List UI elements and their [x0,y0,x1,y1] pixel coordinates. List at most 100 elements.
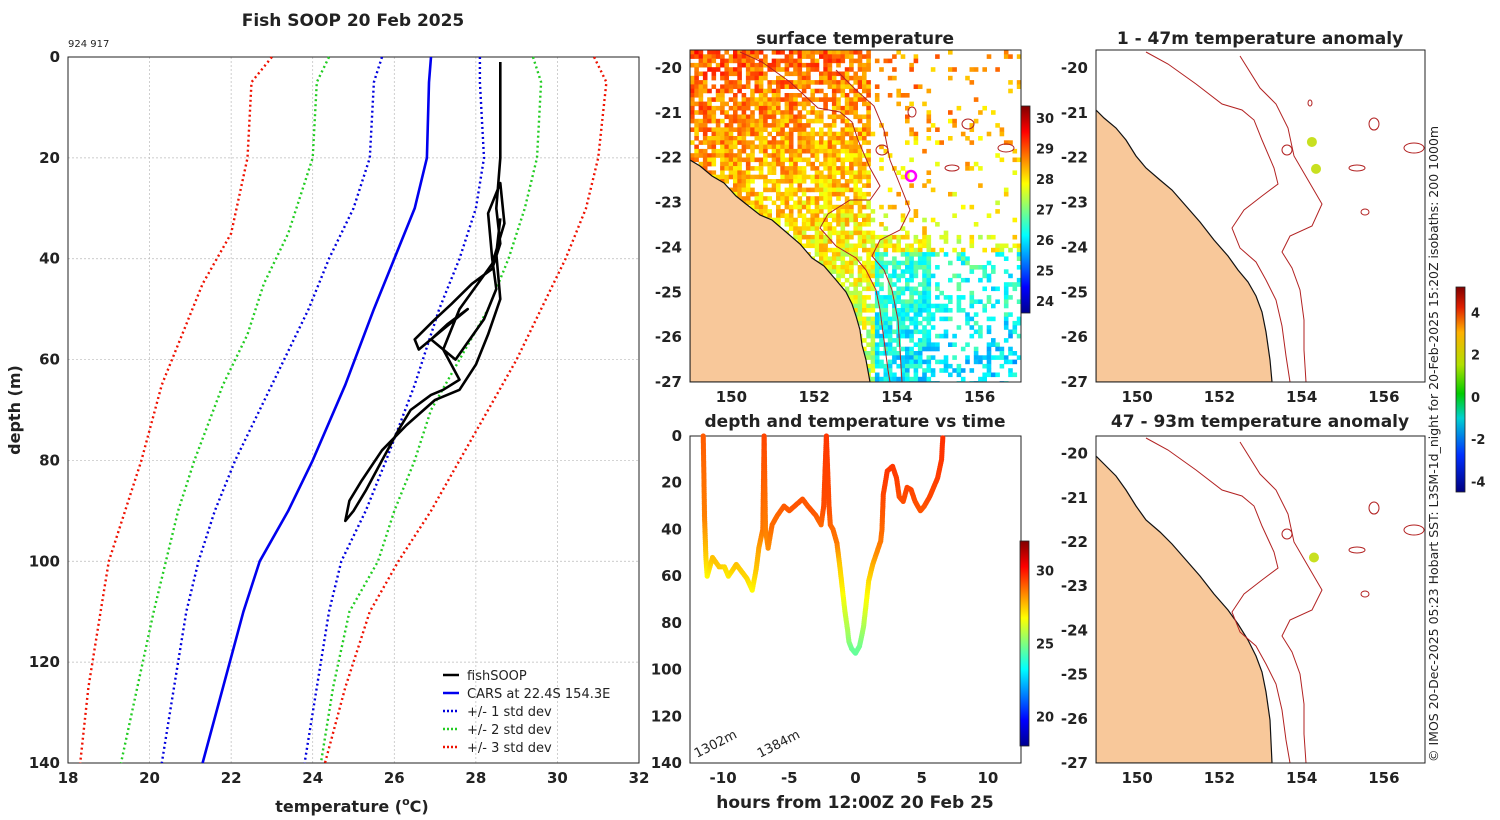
sst-pixel [866,101,871,107]
sst-pixel [849,97,854,102]
sst-pixel [694,131,699,137]
sst-pixel [1008,329,1013,335]
sst-pixel [793,62,798,68]
anomaly-upper-y-tick-label: -23 [1061,194,1088,212]
sst-pixel [883,342,889,347]
sst-pixel [1012,217,1018,223]
sst-pixel [819,252,824,257]
sst-pixel [831,170,837,175]
sst-pixel [763,58,768,64]
sst-pixel [857,277,863,283]
sst-pixel [866,127,871,132]
sst-pixel [844,213,850,218]
sst-pixel [836,84,841,89]
sst-pixel [758,161,764,167]
sst-pixel [986,325,992,330]
sst-pixel [801,80,807,85]
sst-pixel [866,93,871,98]
sst-pixel [862,161,867,167]
sst-pixel [793,226,798,231]
sst-pixel [896,273,901,279]
sst-pixel [793,204,798,210]
sst-pixel [892,260,897,266]
sst-pixel [999,131,1005,137]
sst-pixel [780,114,785,120]
sst-pixel [844,222,850,227]
sst-pixel [758,93,764,98]
sst-pixel [874,299,880,304]
sst-pixel [733,67,738,72]
sst-pixel [892,247,897,253]
sst-pixel [720,144,725,150]
sst-pixel [711,153,717,158]
sst-pixel [892,359,897,365]
sst-pixel [758,50,764,55]
sst-pixel [702,123,708,128]
sst-pixel [819,260,824,266]
sst-pixel [823,54,828,59]
sst-pixel [849,179,854,184]
sst-pixel [819,140,824,145]
sst-pixel [780,75,785,81]
sst-pixel [698,153,704,158]
sst-pixel [887,372,893,378]
sst-pixel [733,80,738,85]
sst-pixel [986,316,992,322]
sst-pixel [827,144,833,150]
sst-pixel [754,131,760,137]
sst-pixel [913,376,919,382]
sst-pixel [797,153,803,158]
sst-pixel [745,71,751,77]
sst-pixel [827,80,833,85]
sst-pixel [870,325,876,330]
sst-pixel [892,295,897,300]
sst-pixel [737,157,742,163]
sst-pixel [707,97,712,102]
sst-pixel [874,316,880,322]
sst-pixel [978,333,983,339]
sst-pixel [702,62,708,68]
sst-pixel [857,191,863,197]
sst-pixel [827,84,833,89]
anomaly-upper-x-tick-label: 154 [1286,388,1317,406]
sst-pixel [819,191,824,197]
sst-pixel [780,123,785,128]
sst-pixel [720,148,725,154]
sst-pixel [758,71,764,77]
sst-pixel [797,226,803,231]
sst-pixel [758,123,764,128]
sst-pixel [879,166,884,171]
sst-pixel [862,325,867,330]
sst-pixel [741,110,747,115]
sst-pixel [960,256,966,261]
sst-pixel [754,204,760,210]
sst-pixel [844,204,850,210]
sst-pixel [836,239,841,244]
sst-pixel [694,88,699,94]
sst-pixel [874,252,880,257]
sst-pixel [887,320,893,326]
sst-pixel [823,80,828,85]
sst-pixel [763,196,768,201]
sst-pixel [913,269,919,274]
sst-pixel [784,131,790,137]
sst-pixel [814,110,820,115]
sst-pixel [827,161,833,167]
sst-pixel [741,50,747,55]
sst-pixel [733,110,738,115]
sst-pixel [922,342,927,347]
sst-pixel [711,140,717,145]
sst-colorbar-tick-label: 29 [1036,143,1054,158]
anomaly-lower-reef-4 [1360,590,1370,598]
sst-pixel [956,273,962,279]
sst-pixel [784,157,790,163]
sst-pixel [926,290,932,296]
sst-pixel [866,131,871,137]
sst-pixel [819,217,824,223]
sst-pixel [905,234,910,240]
sst-pixel [801,50,807,55]
sst-pixel [857,131,863,137]
sst-pixel [754,62,760,68]
sst-pixel [771,166,777,171]
